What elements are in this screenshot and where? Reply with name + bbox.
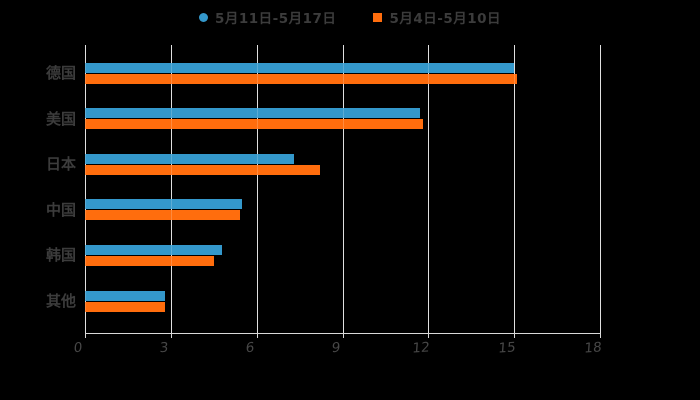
bar-week-may4-10-japan bbox=[85, 164, 320, 175]
category-label-usa: 美国 bbox=[45, 109, 76, 128]
gridline-overlay bbox=[342, 45, 344, 333]
category-label-china: 中国 bbox=[45, 200, 76, 219]
x-tick-label-9: 9 bbox=[330, 339, 341, 357]
gridline-overlay bbox=[600, 45, 601, 333]
x-tick-6 bbox=[256, 333, 258, 338]
x-tick-label-18: 18 bbox=[583, 339, 603, 357]
x-tick-label-0: 0 bbox=[73, 339, 83, 357]
x-tick-label-6: 6 bbox=[244, 339, 255, 357]
bar-week-may4-10-korea bbox=[85, 255, 214, 266]
bar-week-may11-17-usa bbox=[85, 108, 420, 119]
category-label-other: 其他 bbox=[45, 292, 76, 310]
x-tick-label-12: 12 bbox=[412, 339, 431, 357]
legend-item-week-may4-10[interactable]: 5月4日-5月10日 bbox=[373, 7, 501, 27]
x-tick-9 bbox=[342, 333, 344, 338]
gridline-overlay bbox=[256, 45, 258, 333]
bar-week-may4-10-germany bbox=[85, 73, 518, 84]
category-label-korea: 韩国 bbox=[45, 246, 76, 265]
gridline bbox=[256, 45, 258, 333]
bar-week-may11-17-other bbox=[85, 290, 166, 301]
category-label-japan: 日本 bbox=[45, 155, 76, 174]
bar-week-may4-10-china bbox=[85, 210, 240, 221]
legend-label: 5月11日-5月17日 bbox=[214, 11, 337, 27]
gridline bbox=[342, 45, 344, 333]
legend-label: 5月4日-5月10日 bbox=[389, 11, 502, 27]
gridline-overlay bbox=[170, 45, 172, 333]
x-tick-0 bbox=[85, 333, 86, 338]
x-tick-label-15: 15 bbox=[497, 339, 517, 357]
legend-item-week-may11-17[interactable]: 5月11日-5月17日 bbox=[198, 7, 337, 27]
x-tick-3 bbox=[170, 333, 172, 338]
x-tick-label-3: 3 bbox=[158, 339, 169, 357]
bar-week-may11-17-japan bbox=[85, 153, 294, 164]
legend: 5月11日-5月17日 5月4日-5月10日 bbox=[0, 6, 700, 28]
bar-week-may4-10-other bbox=[85, 301, 166, 312]
plot-area: 德国美国日本中国韩国其他 0 3 6 9 12 15 18 bbox=[46, 45, 602, 357]
category-label-germany: 德国 bbox=[45, 64, 76, 82]
gridline bbox=[85, 45, 86, 333]
gridline bbox=[600, 45, 601, 333]
bar-week-may11-17-china bbox=[85, 199, 243, 210]
gridline-overlay bbox=[428, 45, 430, 333]
bar-week-may4-10-usa bbox=[85, 119, 423, 130]
x-tick-15 bbox=[514, 333, 516, 338]
bar-week-may11-17-korea bbox=[85, 244, 223, 255]
gridline bbox=[170, 45, 172, 333]
gridline bbox=[428, 45, 430, 333]
gridline-overlay bbox=[85, 45, 86, 333]
circle-marker-icon bbox=[198, 12, 208, 22]
square-marker-icon bbox=[373, 12, 383, 22]
gridline bbox=[514, 45, 516, 333]
bar-week-may11-17-germany bbox=[85, 62, 515, 73]
x-tick-18 bbox=[600, 333, 601, 338]
x-tick-12 bbox=[428, 333, 430, 338]
gridline-overlay bbox=[514, 45, 516, 333]
